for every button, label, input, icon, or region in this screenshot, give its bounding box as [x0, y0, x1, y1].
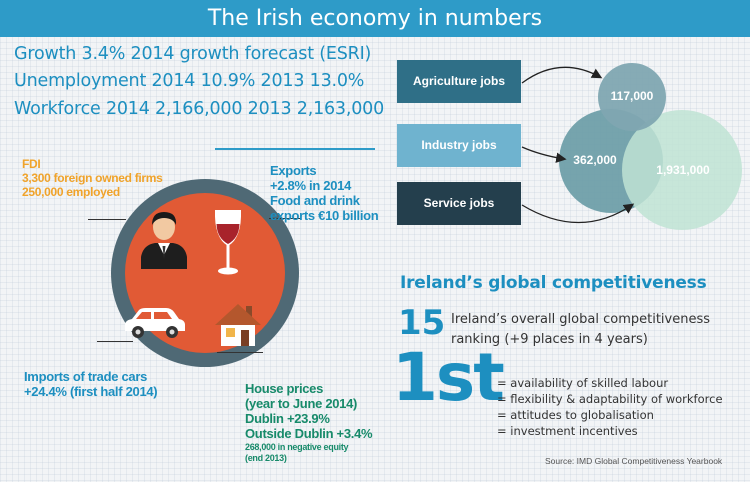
- workforce-headline: Workforce 2014 2,166,000 2013 2,163,000: [14, 99, 385, 119]
- service-bubble: [622, 110, 742, 230]
- house-connector-line: [217, 352, 263, 353]
- house-line3: Dublin +23.9%: [245, 411, 330, 426]
- unemployment-headline: Unemployment 2014 10.9% 2013 13.0%: [14, 71, 365, 91]
- wine-glass-icon: [214, 210, 242, 275]
- house-prices-block: House prices (year to June 2014) Dublin …: [245, 381, 373, 441]
- industry-jobs-label: Industry jobs: [421, 138, 497, 152]
- fdi-employed: 250,000 employed: [22, 185, 120, 199]
- fdi-firms: 3,300 foreign owned firms: [22, 171, 163, 185]
- house-line1: House prices: [245, 381, 324, 396]
- exports-title: Exports: [270, 163, 317, 178]
- rank-line2: ranking (+9 places in 4 years): [451, 332, 648, 347]
- negative-equity-block: 268,000 in negative equity (end 2013): [245, 442, 349, 464]
- exports-connector-line: [269, 218, 301, 219]
- service-arrow: [521, 203, 635, 224]
- house-line2: (year to June 2014): [245, 396, 358, 411]
- agriculture-jobs-box: Agriculture jobs: [397, 60, 521, 103]
- car-icon: [125, 308, 185, 338]
- service-jobs-label: Service jobs: [423, 196, 495, 210]
- agriculture-bubble: [598, 63, 666, 131]
- imports-line2: +24.4% (first half 2014): [24, 384, 158, 399]
- exports-food-line2: exports €10 billion: [270, 208, 379, 223]
- agriculture-jobs-value: 117,000: [610, 89, 654, 103]
- competitiveness-rank: 15: [398, 303, 446, 343]
- first-place-factors: = availability of skilled labour = flexi…: [497, 375, 723, 439]
- fdi-connector-line: [88, 219, 126, 220]
- factor-item: = availability of skilled labour: [497, 376, 669, 390]
- jobs-bubble-graphic: [521, 63, 742, 230]
- exports-growth: +2.8% in 2014: [270, 178, 352, 193]
- businessman-icon: [141, 212, 187, 269]
- source-note: Source: IMD Global Competitiveness Yearb…: [545, 456, 723, 466]
- factor-item: = attitudes to globalisation: [497, 408, 654, 422]
- competitiveness-title: Ireland’s global competitiveness: [400, 273, 707, 293]
- industry-arrow: [521, 146, 567, 163]
- exports-food-line1: Food and drink: [270, 193, 360, 208]
- section-divider: [215, 148, 375, 150]
- factor-item: = flexibility & adaptability of workforc…: [497, 392, 723, 406]
- equity-line1: 268,000 in negative equity: [245, 442, 349, 452]
- fdi-title: FDI: [22, 157, 41, 171]
- rank-description: Ireland’s overall global competitiveness…: [451, 310, 710, 350]
- first-place-rank: 1st: [392, 339, 505, 416]
- service-jobs-value: 1,931,000: [656, 163, 710, 177]
- imports-line1: Imports of trade cars: [24, 369, 148, 384]
- factor-item: = investment incentives: [497, 424, 638, 438]
- equity-line2: (end 2013): [245, 453, 287, 463]
- imports-block: Imports of trade cars +24.4% (first half…: [24, 369, 158, 399]
- agriculture-jobs-label: Agriculture jobs: [412, 74, 505, 88]
- growth-headline: Growth 3.4% 2014 growth forecast (ESRI): [14, 44, 372, 64]
- house-line4: Outside Dublin +3.4%: [245, 426, 373, 441]
- fdi-block: FDI 3,300 foreign owned firms 250,000 em…: [22, 157, 163, 199]
- imports-connector-line: [97, 341, 133, 342]
- agriculture-arrow: [521, 66, 603, 84]
- service-jobs-box: Service jobs: [397, 182, 521, 225]
- page-title: The Irish economy in numbers: [0, 0, 750, 37]
- industry-jobs-box: Industry jobs: [397, 124, 521, 167]
- house-icon: [215, 304, 261, 346]
- exports-block: Exports +2.8% in 2014 Food and drink exp…: [270, 163, 379, 223]
- industry-jobs-value: 362,000: [573, 153, 617, 167]
- rank-line1: Ireland’s overall global competitiveness: [451, 312, 710, 327]
